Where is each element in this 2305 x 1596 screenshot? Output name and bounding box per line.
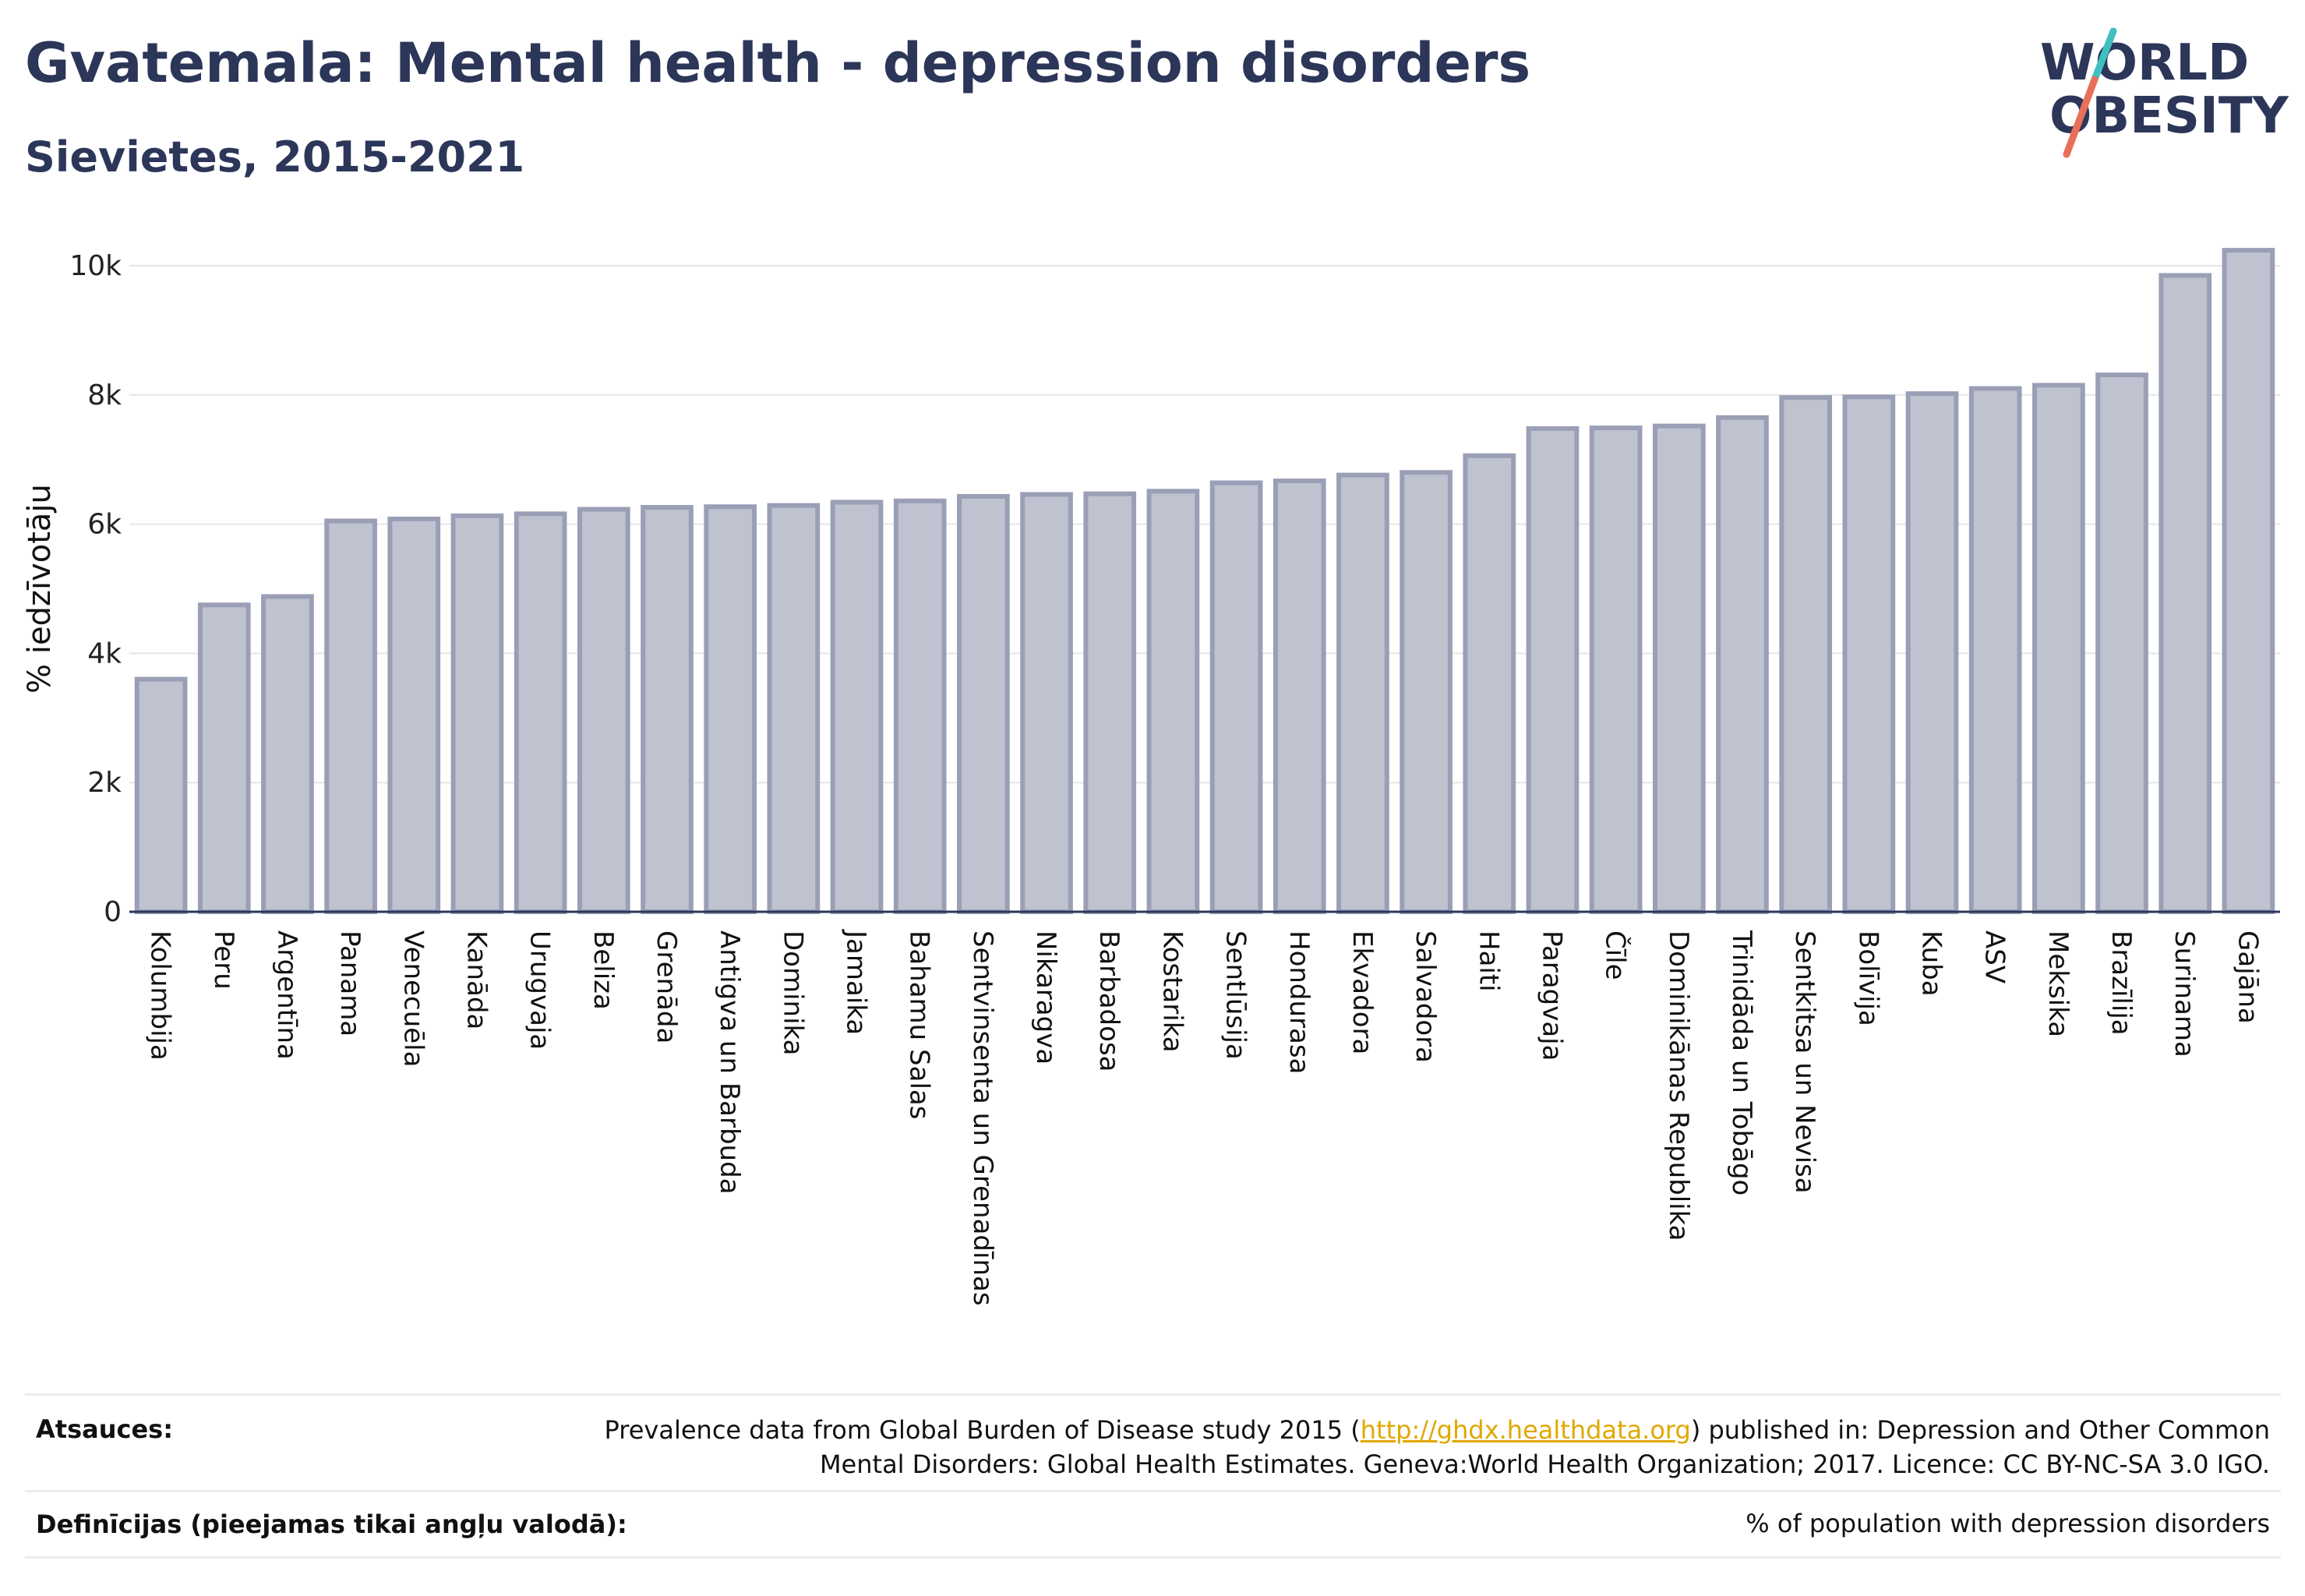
x-tick-label: Sentlūsija bbox=[1220, 930, 1251, 1060]
bar bbox=[1779, 395, 1833, 914]
x-tick-label: Grenāda bbox=[651, 930, 682, 1043]
y-tick-label: 6k bbox=[87, 509, 122, 541]
bar bbox=[387, 516, 441, 915]
definitions-label: Definīcijas (pieejamas tikai angļu valod… bbox=[36, 1509, 627, 1539]
x-tick-label: Kuba bbox=[1916, 930, 1947, 997]
bar bbox=[830, 500, 884, 914]
logo-stroke-bottom bbox=[2063, 76, 2099, 158]
bar bbox=[2159, 273, 2212, 914]
sources-text: Prevalence data from Global Burden of Di… bbox=[604, 1415, 2270, 1479]
y-tick-label: 2k bbox=[87, 767, 122, 799]
x-tick-label: Ekvadora bbox=[1347, 930, 1378, 1054]
x-axis-labels: Kolumbija Peru Argentīna Panama Venecuēla Kan… bbox=[145, 929, 2264, 1306]
bar bbox=[1209, 480, 1263, 914]
x-tick-label: Urugvaja bbox=[524, 930, 556, 1050]
bar bbox=[1589, 425, 1643, 914]
bar bbox=[1146, 489, 1200, 914]
x-tick-label: Haiti bbox=[1473, 930, 1504, 992]
x-tick-label: Nikaragva bbox=[1030, 930, 1061, 1065]
bar bbox=[577, 507, 630, 914]
x-tick-label: Meksika bbox=[2042, 930, 2074, 1037]
bar bbox=[1020, 492, 1073, 914]
footer-bottom-rule bbox=[25, 1556, 2281, 1559]
logo-stroke-top bbox=[2091, 27, 2117, 83]
x-tick-label: Dominikānas Republika bbox=[1663, 930, 1694, 1241]
bar bbox=[450, 513, 504, 914]
bar bbox=[957, 493, 1010, 914]
bar bbox=[704, 504, 757, 914]
chart-subtitle: Sievietes, 2015-2021 bbox=[25, 132, 525, 182]
x-tick-label: Gajāna bbox=[2232, 930, 2263, 1024]
x-tick-label: Beliza bbox=[588, 930, 619, 1010]
bar bbox=[1400, 470, 1453, 914]
y-axis-label: % iedzīvotāju bbox=[22, 484, 58, 694]
bar bbox=[1652, 423, 1706, 914]
bar bbox=[1968, 386, 2022, 914]
sources-label: Atsauces: bbox=[36, 1414, 173, 1444]
bar bbox=[261, 594, 314, 914]
footer-definitions-row: Definīcijas (pieejamas tikai angļu valod… bbox=[25, 1490, 2281, 1558]
x-tick-label: Kostarika bbox=[1156, 930, 1188, 1053]
x-tick-label: Hondurasa bbox=[1283, 930, 1315, 1074]
bars bbox=[134, 248, 2275, 915]
bar bbox=[893, 498, 947, 914]
y-axis-ticks: 0 2k 4k 6k 8k 10k bbox=[69, 250, 122, 928]
bar bbox=[1842, 394, 1896, 914]
bar bbox=[514, 511, 567, 914]
x-tick-label: Argentīna bbox=[271, 930, 302, 1060]
x-tick-label: Barbadosa bbox=[1093, 930, 1124, 1072]
y-tick-label: 0 bbox=[104, 896, 122, 928]
bar bbox=[1336, 472, 1389, 914]
chart-title: Gvatemala: Mental health - depression di… bbox=[25, 31, 1531, 95]
y-tick-label: 8k bbox=[87, 380, 122, 411]
x-tick-label: Čīle bbox=[1600, 930, 1632, 980]
x-tick-label: Sentkitsa un Nevisa bbox=[1789, 930, 1820, 1194]
x-tick-label: Bahamu Salas bbox=[904, 930, 935, 1119]
bar bbox=[1273, 478, 1326, 914]
bar bbox=[1463, 453, 1516, 914]
x-tick-label: Jamaika bbox=[841, 929, 872, 1035]
logo-text-line1: WORLD bbox=[2040, 34, 2249, 92]
x-tick-label: Paragvaja bbox=[1536, 930, 1567, 1061]
bar bbox=[1716, 415, 1769, 914]
x-tick-label: Trinidāda un Tobāgo bbox=[1726, 930, 1757, 1195]
x-tick-label: Kanāda bbox=[461, 930, 492, 1029]
x-tick-label: Venecuēla bbox=[397, 930, 429, 1067]
bar bbox=[2032, 383, 2085, 914]
bar bbox=[641, 505, 694, 914]
x-tick-label: Antigva un Barbuda bbox=[714, 930, 745, 1195]
x-tick-label: ASV bbox=[1979, 930, 2010, 983]
x-tick-label: Bolīvija bbox=[1852, 930, 1883, 1026]
y-tick-label: 10k bbox=[69, 250, 122, 282]
definitions-text: % of population with depression disorder… bbox=[1746, 1509, 2270, 1538]
bar bbox=[134, 676, 188, 914]
sources-link[interactable]: http://ghdx.healthdata.org bbox=[1360, 1415, 1691, 1445]
bar-chart: 0 2k 4k 6k 8k 10k Kolumbija Peru Argentīna Panam… bbox=[22, 248, 2280, 1306]
world-obesity-logo: WORLD OBESITY bbox=[2040, 27, 2289, 158]
bar bbox=[1083, 491, 1137, 914]
bar bbox=[767, 503, 821, 914]
footer-sources-row: Atsauces: Prevalence data from Global Bu… bbox=[25, 1393, 2281, 1489]
x-tick-label: Brazīlija bbox=[2106, 930, 2137, 1036]
bar bbox=[1905, 391, 1959, 914]
y-tick-label: 4k bbox=[87, 637, 122, 669]
x-tick-label: Sentvinsenta un Grenadīnas bbox=[967, 930, 998, 1306]
x-tick-label: Surinama bbox=[2169, 930, 2200, 1058]
x-tick-label: Salvadora bbox=[1410, 930, 1441, 1063]
x-tick-label: Kolumbija bbox=[145, 930, 176, 1061]
bar bbox=[1526, 425, 1580, 914]
bar bbox=[2095, 373, 2148, 914]
x-tick-label: Dominika bbox=[777, 930, 808, 1055]
bar bbox=[197, 602, 251, 914]
x-tick-label: Peru bbox=[208, 930, 239, 990]
bar bbox=[324, 518, 377, 915]
bar bbox=[2222, 248, 2275, 914]
x-tick-label: Panama bbox=[334, 930, 365, 1036]
